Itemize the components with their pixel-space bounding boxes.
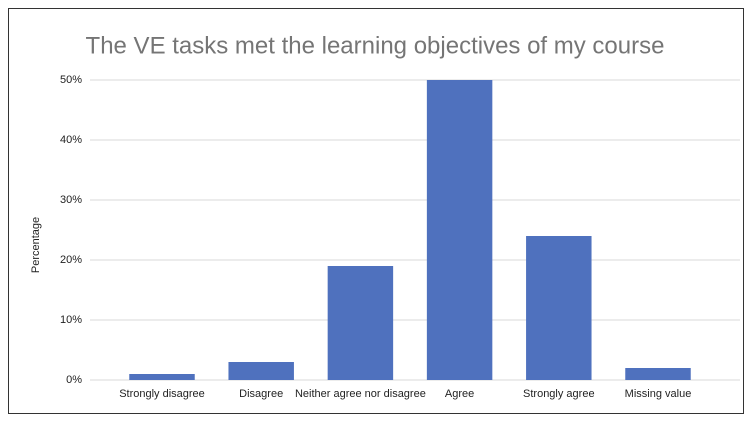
bar [426,80,493,380]
y-tick-label: 20% [60,254,82,266]
y-tick-label: 0% [66,374,82,386]
x-tick-label: Missing value [625,388,692,400]
chart-title: The VE tasks met the learning objectives… [86,32,665,59]
y-tick-label: 50% [60,74,82,86]
y-tick-label: 40% [60,134,82,146]
bar [625,368,691,380]
x-tick-label: Neither agree nor disagree [295,388,426,400]
y-tick-label: 30% [60,194,82,206]
y-axis-label: Percentage [30,217,42,273]
bar [129,374,195,380]
x-tick-label: Strongly disagree [119,388,205,400]
x-tick-label: Strongly agree [523,388,595,400]
bar [327,266,394,380]
x-tick-label: Disagree [239,388,283,400]
bar [228,362,294,380]
y-tick-label: 10% [60,314,82,326]
bar [526,236,592,380]
x-tick-label: Agree [445,388,474,400]
